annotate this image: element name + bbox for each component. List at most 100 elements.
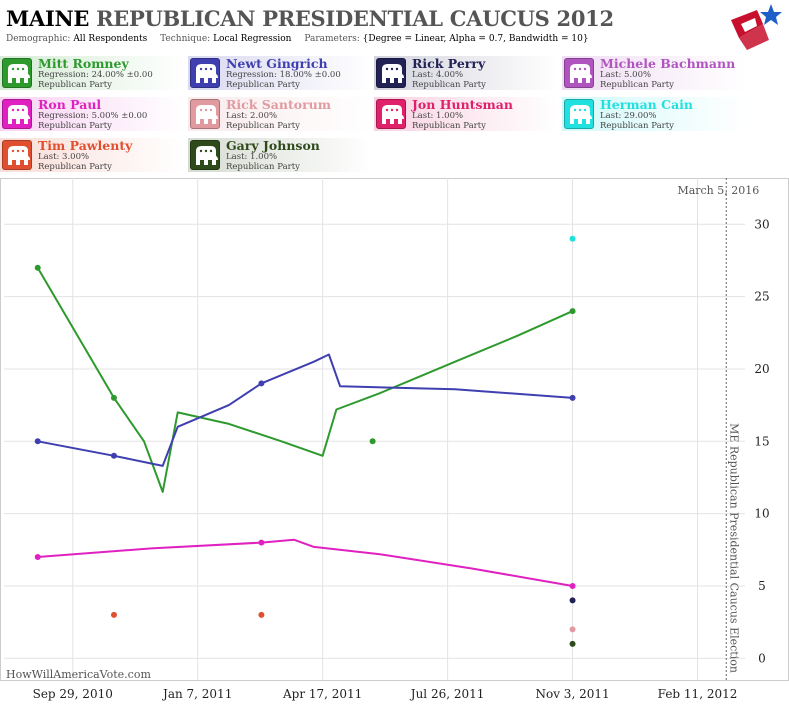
x-tick-label: Feb 11, 2012 [658, 687, 738, 701]
parameters-label: Parameters: [304, 34, 360, 44]
candidate-party: Republican Party [38, 121, 112, 131]
candidate-name: Mitt Romney [38, 56, 129, 71]
candidate-party: Republican Party [226, 162, 300, 172]
x-tick-label: Apr 17, 2011 [282, 687, 362, 701]
legend-card[interactable]: Jon Huntsman Last: 1.00% Republican Party [374, 97, 558, 131]
elephant-icon [376, 99, 406, 129]
series-line [37, 538, 573, 587]
candidate-stat: Last: 1.00% [412, 111, 464, 121]
elephant-icon [2, 58, 32, 88]
y-tick-label: 25 [754, 290, 769, 304]
data-point [258, 611, 265, 618]
event-date-label: March 5, 2016 [677, 184, 759, 197]
series-points [34, 235, 576, 647]
y-tick-label: 15 [754, 434, 769, 448]
watermark: HowWillAmericaVote.com [6, 668, 151, 681]
demographic-value: All Respondents [73, 34, 148, 44]
candidate-name: Michele Bachmann [600, 56, 736, 71]
x-tick-label: Nov 3, 2011 [535, 687, 609, 701]
plot-frame [0, 178, 789, 681]
elephant-icon [564, 99, 594, 129]
candidate-party: Republican Party [412, 80, 486, 90]
y-tick-label: 20 [754, 362, 769, 376]
candidate-stat: Last: 1.00% [226, 152, 278, 162]
candidate-stat: Regression: 24.00% ±0.00 [38, 70, 153, 80]
parameters-line: Demographic: All Respondents Technique: … [6, 34, 599, 44]
candidate-stat: Last: 2.00% [226, 111, 278, 121]
legend-card[interactable]: Mitt Romney Regression: 24.00% ±0.00 Repub… [0, 56, 184, 90]
y-tick-label: 30 [754, 217, 769, 231]
candidate-name: Rick Perry [412, 56, 486, 71]
data-point [569, 597, 576, 604]
candidate-stat: Regression: 5.00% ±0.00 [38, 111, 148, 121]
candidate-name: Tim Pawlenty [38, 138, 133, 153]
elephant-icon [2, 99, 32, 129]
candidate-party: Republican Party [600, 80, 674, 90]
elephant-icon [190, 58, 220, 88]
y-tick-label: 5 [758, 579, 766, 593]
candidate-party: Republican Party [226, 121, 300, 131]
grid-lines [4, 178, 745, 680]
event-label: ME Republican Presidential Caucus Electi… [727, 423, 740, 673]
y-axis-ticks: 0 5 10 15 20 25 30 [754, 217, 769, 665]
data-point [569, 582, 576, 589]
page-title: MAINE REPUBLICAN PRESIDENTIAL CAUCUS 201… [6, 6, 614, 31]
legend-card[interactable]: Michele Bachmann Last: 5.00% Republican Pa… [562, 56, 746, 90]
event-marker: March 5, 2016 ME Republican Presidential … [677, 178, 759, 680]
data-point [110, 611, 117, 618]
x-tick-label: Sep 29, 2010 [33, 687, 113, 701]
data-point [34, 264, 41, 271]
legend-card[interactable]: Newt Gingrich Regression: 18.00% ±0.00 Rep… [188, 56, 372, 90]
elephant-icon [376, 58, 406, 88]
data-point [569, 626, 576, 633]
legend-card[interactable]: Rick Perry Last: 4.00% Republican Party [374, 56, 558, 90]
x-tick-label: Jan 7, 2011 [161, 687, 232, 701]
data-point [34, 438, 41, 445]
technique-label: Technique: [160, 34, 211, 44]
x-axis-ticks: Sep 29, 2010 Jan 7, 2011 Apr 17, 2011 Jul 2… [33, 687, 738, 701]
title-rest: REPUBLICAN PRESIDENTIAL CAUCUS 2012 [96, 6, 614, 31]
candidate-name: Gary Johnson [226, 138, 320, 153]
candidate-party: Republican Party [38, 80, 112, 90]
data-point [110, 452, 117, 459]
y-tick-label: 0 [758, 651, 766, 665]
chart-header: MAINE REPUBLICAN PRESIDENTIAL CAUCUS 201… [0, 0, 789, 58]
elephant-icon [2, 140, 32, 170]
legend-card[interactable]: Gary Johnson Last: 1.00% Republican Party [188, 138, 372, 172]
legend-card[interactable]: Ron Paul Regression: 5.00% ±0.00 Republica… [0, 97, 184, 131]
legend-card[interactable]: Herman Cain Last: 29.00% Republican Party [562, 97, 746, 131]
candidate-stat: Last: 4.00% [412, 70, 464, 80]
candidate-stat: Last: 5.00% [600, 70, 652, 80]
data-point [569, 235, 576, 242]
candidate-name: Herman Cain [600, 97, 693, 112]
data-point [258, 539, 265, 546]
candidate-party: Republican Party [38, 162, 112, 172]
y-tick-label: 10 [754, 507, 769, 521]
data-point [110, 394, 117, 401]
data-point [569, 308, 576, 315]
candidate-name: Rick Santorum [226, 97, 331, 112]
candidate-stat: Regression: 18.00% ±0.00 [226, 70, 341, 80]
x-tick-label: Jul 26, 2011 [409, 687, 485, 701]
data-point [258, 380, 265, 387]
poll-chart: March 5, 2016 ME Republican Presidential … [0, 178, 789, 701]
candidate-stat: Last: 3.00% [38, 152, 90, 162]
elephant-icon [190, 140, 220, 170]
legend-card[interactable]: Rick Santorum Last: 2.00% Republican Party [188, 97, 372, 131]
parameters-value: {Degree = Linear, Alpha = 0.7, Bandwidth… [362, 34, 589, 44]
candidate-party: Republican Party [600, 121, 674, 131]
legend-card[interactable]: Tim Pawlenty Last: 3.00% Republican Party [0, 138, 184, 172]
candidate-name: Newt Gingrich [226, 56, 328, 71]
candidate-name: Jon Huntsman [412, 97, 513, 112]
candidate-party: Republican Party [412, 121, 486, 131]
candidate-party: Republican Party [226, 80, 300, 90]
candidate-legend: Mitt Romney Regression: 24.00% ±0.00 Repub… [0, 56, 789, 174]
data-point [569, 394, 576, 401]
elephant-icon [190, 99, 220, 129]
demographic-label: Demographic: [6, 34, 71, 44]
technique-value: Local Regression [213, 34, 292, 44]
data-point [34, 554, 41, 561]
series-line [36, 267, 574, 493]
candidate-name: Ron Paul [38, 97, 102, 112]
data-point [569, 640, 576, 647]
